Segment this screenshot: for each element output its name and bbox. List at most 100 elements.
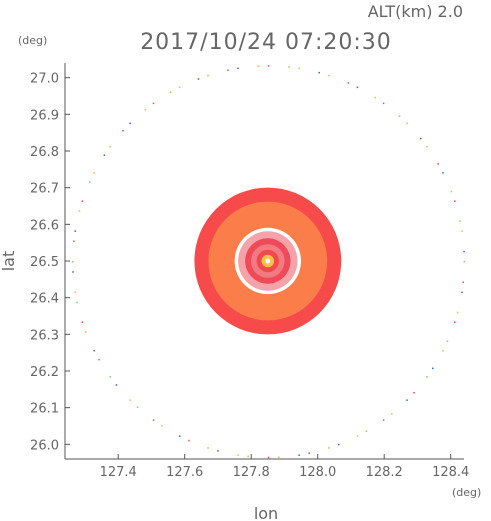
range-dot	[463, 250, 465, 253]
range-dot	[426, 376, 428, 378]
range-dot	[382, 102, 385, 105]
range-dot	[406, 399, 408, 401]
x-tick-label: 128.4	[432, 465, 469, 480]
range-dot	[374, 96, 376, 99]
range-dot	[365, 430, 368, 432]
range-dot	[413, 392, 415, 394]
x-tick-label: 127.8	[233, 465, 270, 480]
range-dot	[93, 349, 95, 352]
range-dot	[456, 311, 459, 314]
range-dot	[169, 91, 172, 93]
range-dot	[129, 399, 131, 401]
range-dot	[74, 291, 76, 294]
range-dot	[382, 419, 385, 421]
altitude-label: ALT(km) 2.0	[368, 2, 463, 21]
range-dot	[115, 384, 118, 386]
range-dot	[178, 86, 181, 89]
range-dot	[93, 172, 95, 174]
range-dot	[442, 349, 444, 352]
range-dot	[72, 271, 74, 273]
y-tick-label: 26.3	[30, 328, 59, 343]
range-dot	[217, 450, 219, 452]
range-dot	[454, 200, 456, 202]
range-dot	[144, 108, 147, 111]
range-dot	[136, 406, 139, 408]
range-dot	[459, 220, 461, 222]
x-axis-unit: (deg)	[452, 486, 481, 499]
y-tick-label: 26.0	[30, 438, 59, 453]
range-dot	[288, 66, 290, 68]
range-dot	[461, 230, 463, 232]
range-dot	[98, 358, 100, 361]
range-dot	[298, 454, 300, 456]
range-dot	[237, 454, 239, 456]
x-axis-label: lon	[254, 504, 278, 521]
range-dot	[103, 154, 106, 156]
range-dot	[298, 67, 300, 70]
range-dot	[152, 419, 155, 421]
range-dot	[308, 452, 310, 454]
range-dot	[109, 145, 111, 148]
range-dot	[338, 443, 340, 446]
range-dot	[442, 172, 444, 174]
range-dot	[406, 122, 408, 125]
y-tick-label: 26.8	[30, 145, 59, 160]
x-ticks: 127.4 127.6 127.8 128.0 128.2 128.4	[100, 454, 469, 480]
range-dot	[247, 455, 249, 458]
x-tick-label: 127.4	[100, 465, 137, 480]
range-dot	[278, 456, 280, 458]
range-dot	[454, 321, 456, 323]
echo-ring-8	[265, 258, 271, 264]
range-dot	[207, 447, 209, 449]
range-dot	[73, 240, 75, 242]
range-dot	[161, 425, 163, 427]
y-tick-label: 26.9	[30, 108, 59, 123]
range-dot	[109, 376, 111, 378]
range-dot	[356, 435, 359, 437]
range-dot	[426, 145, 428, 148]
range-dot	[78, 210, 81, 212]
range-dot	[72, 261, 74, 263]
range-dot	[398, 115, 401, 117]
range-dot	[267, 456, 270, 459]
x-tick-label: 128.2	[366, 465, 403, 480]
range-dot	[462, 281, 464, 283]
range-dot	[328, 447, 330, 449]
range-dot	[446, 340, 449, 343]
range-dot	[152, 102, 155, 105]
range-dot	[74, 230, 76, 232]
range-dot	[81, 200, 84, 202]
y-tick-label: 26.1	[30, 402, 59, 417]
range-dot	[89, 181, 91, 183]
y-tick-label: 27.0	[30, 72, 59, 87]
range-dot	[318, 71, 320, 74]
echo-rings	[194, 187, 342, 335]
range-dot	[237, 67, 239, 70]
range-dot	[76, 301, 78, 304]
range-dot	[129, 122, 131, 125]
x-tick-label: 127.6	[166, 465, 203, 480]
range-dot	[328, 74, 330, 77]
y-tick-label: 26.6	[30, 218, 59, 233]
range-dot	[81, 321, 84, 323]
range-dot	[437, 163, 439, 165]
y-axis-label: lat	[0, 251, 18, 272]
range-dot	[356, 86, 359, 89]
y-ticks: 26.0 26.1 26.2 26.3 26.4 26.5 26.6 26.7 26.8 26.9…	[30, 72, 70, 453]
range-dot	[267, 65, 270, 67]
range-dot	[450, 190, 453, 193]
range-dot	[227, 69, 229, 71]
range-dot	[463, 261, 466, 263]
range-dot	[461, 291, 463, 294]
range-circle	[72, 65, 466, 459]
x-tick-label: 128.0	[299, 465, 336, 480]
range-dot	[188, 439, 190, 442]
range-dot	[178, 435, 181, 437]
range-dot	[207, 74, 209, 77]
y-tick-label: 26.4	[30, 292, 59, 307]
range-dot	[85, 331, 87, 333]
range-dot	[122, 130, 124, 132]
range-dot	[432, 367, 434, 370]
range-dot	[420, 137, 422, 140]
